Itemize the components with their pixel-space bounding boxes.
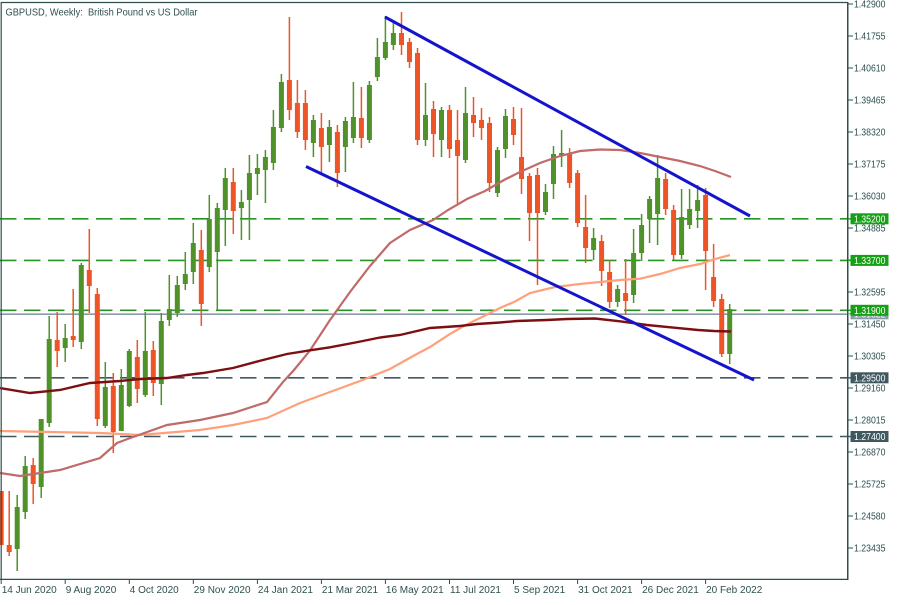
svg-text:1.39465: 1.39465 [854, 96, 886, 107]
svg-text:26 Dec 2021: 26 Dec 2021 [642, 585, 699, 596]
svg-text:1.28015: 1.28015 [854, 416, 886, 427]
svg-text:16 May 2021: 16 May 2021 [386, 585, 444, 596]
svg-text:1.25725: 1.25725 [854, 480, 886, 491]
svg-text:1.38320: 1.38320 [854, 128, 886, 139]
svg-text:GBPUSD, Weekly: British Pound: GBPUSD, Weekly: British Pound vs US Doll… [6, 7, 198, 19]
svg-text:9 Aug 2020: 9 Aug 2020 [66, 585, 117, 596]
svg-text:1.41755: 1.41755 [854, 32, 886, 43]
svg-text:4 Oct 2020: 4 Oct 2020 [130, 585, 179, 596]
svg-text:29 Nov 2020: 29 Nov 2020 [194, 585, 251, 596]
svg-text:1.26870: 1.26870 [854, 448, 886, 459]
svg-text:20 Feb 2022: 20 Feb 2022 [706, 585, 763, 596]
svg-text:1.32595: 1.32595 [854, 288, 886, 299]
svg-text:5 Sep 2021: 5 Sep 2021 [514, 585, 566, 596]
svg-text:1.42900: 1.42900 [854, 0, 886, 11]
svg-text:14 Jun 2020: 14 Jun 2020 [2, 585, 57, 596]
svg-text:1.29500: 1.29500 [854, 373, 886, 384]
svg-text:31 Oct 2021: 31 Oct 2021 [578, 585, 633, 596]
svg-text:11 Jul 2021: 11 Jul 2021 [450, 585, 501, 596]
svg-text:1.27400: 1.27400 [854, 432, 886, 443]
svg-text:1.36030: 1.36030 [854, 192, 886, 203]
svg-text:1.35200: 1.35200 [854, 214, 886, 225]
svg-text:21 Mar 2021: 21 Mar 2021 [322, 585, 379, 596]
svg-text:1.34885: 1.34885 [854, 224, 886, 235]
svg-text:1.37175: 1.37175 [854, 160, 886, 171]
svg-text:1.33700: 1.33700 [854, 256, 886, 267]
svg-text:24 Jan 2021: 24 Jan 2021 [258, 585, 313, 596]
svg-text:1.31900: 1.31900 [854, 306, 886, 317]
svg-text:1.29160: 1.29160 [854, 384, 886, 395]
svg-text:1.31450: 1.31450 [854, 320, 886, 331]
svg-text:1.23435: 1.23435 [854, 544, 886, 555]
svg-text:1.24580: 1.24580 [854, 512, 886, 523]
svg-text:1.40610: 1.40610 [854, 64, 886, 75]
svg-text:1.30305: 1.30305 [854, 352, 886, 363]
